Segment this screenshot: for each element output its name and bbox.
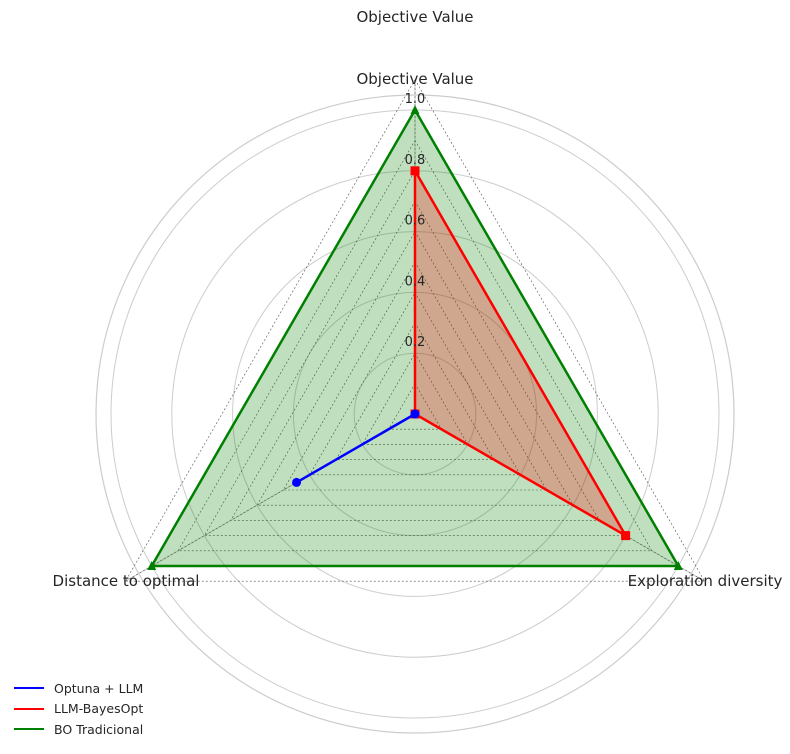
radial-tick-label-4: 0.8 bbox=[405, 153, 426, 168]
radial-tick-label-3: 0.6 bbox=[405, 214, 426, 229]
axis-label-2: Exploration diversity bbox=[628, 572, 783, 590]
radial-tick-label-1: 0.2 bbox=[405, 335, 426, 350]
chart-title: Objective Value bbox=[356, 8, 473, 26]
series-line-1 bbox=[413, 166, 630, 540]
series-1-point-1 bbox=[621, 531, 631, 541]
legend-swatch-optuna bbox=[14, 687, 44, 690]
dashed-ring-3 bbox=[335, 322, 495, 460]
series-0-point-1 bbox=[410, 409, 420, 419]
series-1-point-0 bbox=[410, 166, 420, 176]
legend-item-bo-tradicional: BO Tradicional bbox=[14, 719, 143, 740]
legend-label-bo-tradicional: BO Tradicional bbox=[54, 721, 144, 737]
dashed-ring-11 bbox=[124, 78, 706, 582]
axis-label-3: Distance to optimal bbox=[53, 572, 200, 590]
series-2-point-0 bbox=[410, 105, 420, 114]
series-line-2 bbox=[149, 107, 681, 568]
series-2-point-2 bbox=[147, 561, 157, 570]
series-0-point-2 bbox=[292, 477, 302, 487]
axis-label-1: Objective Value bbox=[356, 70, 473, 88]
dashed-ring-8 bbox=[203, 170, 627, 536]
dashed-ring-2 bbox=[361, 352, 469, 445]
series-2-point-1 bbox=[673, 561, 683, 570]
legend-item-llm-bayesopt: LLM-BayesOpt bbox=[14, 699, 143, 720]
radial-tick-label-2: 0.4 bbox=[405, 274, 426, 289]
legend-swatch-bo-tradicional bbox=[14, 728, 44, 731]
legend-item-optuna: Optuna + LLM bbox=[14, 678, 143, 699]
legend-label-llm-bayesopt: LLM-BayesOpt bbox=[54, 701, 144, 717]
legend-swatch-llm-bayesopt bbox=[14, 707, 44, 710]
dashed-ring-6 bbox=[256, 231, 574, 506]
dashed-ring-4 bbox=[309, 291, 521, 476]
dashed-ring-9 bbox=[177, 139, 653, 552]
legend: Optuna + LLM LLM-BayesOpt BO Tradicional bbox=[14, 678, 143, 740]
legend-label-optuna: Optuna + LLM bbox=[54, 680, 144, 696]
radial-tick-label-5: 1.0 bbox=[405, 92, 426, 107]
dashed-ring-7 bbox=[230, 200, 600, 521]
